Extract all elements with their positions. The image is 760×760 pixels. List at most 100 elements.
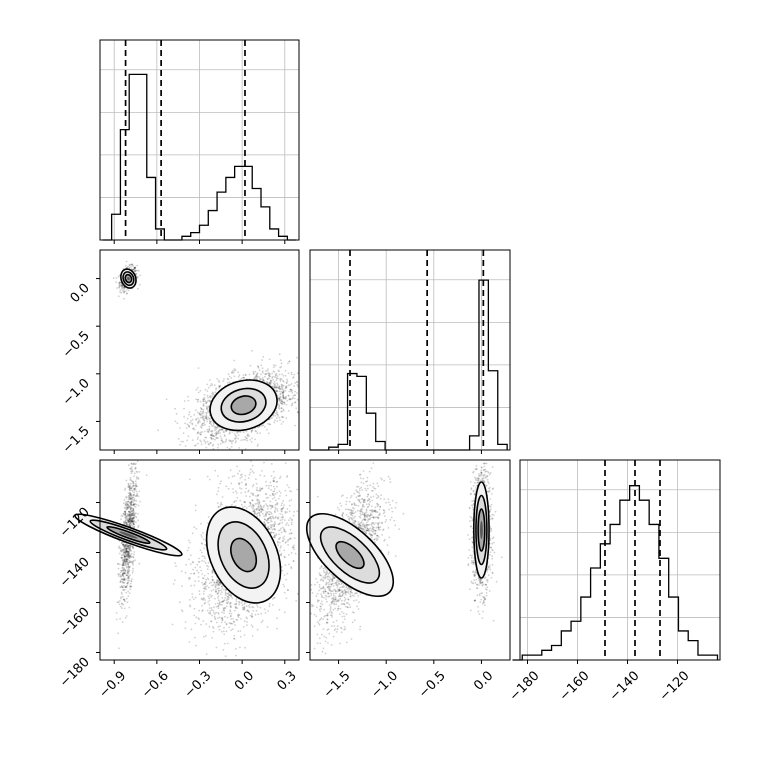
sample-point: [291, 391, 294, 394]
sample-point: [274, 414, 277, 417]
sample-point: [203, 417, 206, 420]
sample-point: [132, 508, 135, 511]
sample-point: [229, 440, 232, 443]
sample-point: [212, 579, 214, 582]
sample-point: [183, 400, 186, 402]
sample-point: [130, 509, 132, 511]
sample-point: [276, 510, 279, 512]
sample-point: [289, 398, 292, 401]
sample-point: [206, 420, 208, 423]
sample-point: [225, 440, 228, 442]
sample-point: [209, 434, 212, 436]
sample-point: [203, 590, 206, 593]
sample-point: [280, 400, 283, 403]
sample-point: [119, 580, 122, 582]
sample-point: [244, 438, 246, 441]
sample-point: [266, 378, 269, 380]
sample-point: [260, 621, 263, 624]
sample-point: [202, 398, 205, 401]
sample-point: [124, 487, 127, 490]
sample-point: [129, 516, 132, 518]
sample-point: [202, 405, 205, 407]
sample-point: [139, 283, 141, 286]
sample-point: [274, 419, 276, 422]
sample-point: [123, 555, 126, 557]
sample-point: [124, 555, 126, 558]
sample-point: [240, 377, 243, 380]
sample-point: [251, 349, 253, 352]
sample-point: [137, 519, 140, 522]
sample-point: [115, 281, 117, 284]
sample-point: [235, 436, 238, 439]
sample-point: [234, 437, 237, 440]
sample-point: [280, 390, 283, 393]
sample-point: [235, 492, 238, 494]
sample-point: [120, 542, 123, 544]
sample-point: [224, 621, 226, 624]
sample-point: [277, 387, 280, 389]
sample-point: [202, 398, 205, 400]
sample-point: [127, 545, 129, 548]
sample-point: [220, 437, 223, 440]
sample-point: [187, 395, 189, 398]
sample-point: [127, 464, 130, 467]
sample-point: [282, 395, 285, 397]
sample-point: [217, 432, 220, 435]
sample-point: [203, 422, 205, 424]
sample-point: [205, 405, 208, 408]
sample-point: [207, 586, 210, 589]
sample-point: [124, 562, 127, 565]
sample-point: [133, 498, 136, 500]
sample-point: [129, 522, 132, 524]
sample-point: [129, 556, 132, 559]
sample-point: [280, 402, 283, 405]
sample-point: [278, 353, 281, 356]
sample-point: [207, 405, 210, 408]
sample-point: [134, 269, 137, 272]
sample-point: [285, 417, 288, 419]
sample-point: [127, 289, 130, 292]
sample-point: [125, 578, 127, 581]
sample-point: [271, 528, 274, 531]
sample-point: [282, 506, 285, 509]
sample-point: [195, 398, 198, 401]
sample-point: [219, 435, 222, 438]
sample-point: [289, 384, 291, 386]
sample-point: [190, 420, 192, 422]
sample-point: [118, 285, 121, 287]
sample-point: [137, 478, 140, 480]
sample-point: [208, 478, 211, 481]
sample-point: [127, 576, 130, 579]
sample-point: [117, 573, 119, 576]
sample-point: [123, 567, 125, 570]
sample-point: [165, 398, 168, 401]
sample-point: [132, 512, 134, 514]
sample-point: [186, 439, 189, 442]
sample-point: [260, 378, 263, 381]
sample-point: [206, 411, 209, 413]
sample-point: [275, 390, 278, 392]
sample-point: [132, 523, 135, 525]
sample-point: [215, 431, 218, 433]
sample-point: [130, 512, 133, 515]
sample-point: [281, 569, 284, 572]
sample-point: [250, 492, 253, 494]
sample-point: [130, 545, 132, 548]
sample-point: [210, 423, 213, 426]
sample-point: [123, 572, 126, 575]
sample-point: [129, 522, 131, 525]
sample-point: [121, 557, 124, 559]
sample-point: [211, 432, 214, 435]
sample-point: [282, 396, 284, 399]
sample-point: [121, 566, 124, 569]
sample-point: [208, 396, 211, 398]
sample-point: [276, 377, 279, 380]
sample-point: [210, 437, 213, 439]
sample-point: [264, 375, 266, 378]
sample-point: [217, 506, 220, 509]
sample-point: [224, 655, 227, 658]
sample-point: [120, 556, 123, 559]
sample-point: [192, 427, 194, 430]
sample-point: [121, 580, 124, 583]
sample-point: [222, 441, 224, 443]
